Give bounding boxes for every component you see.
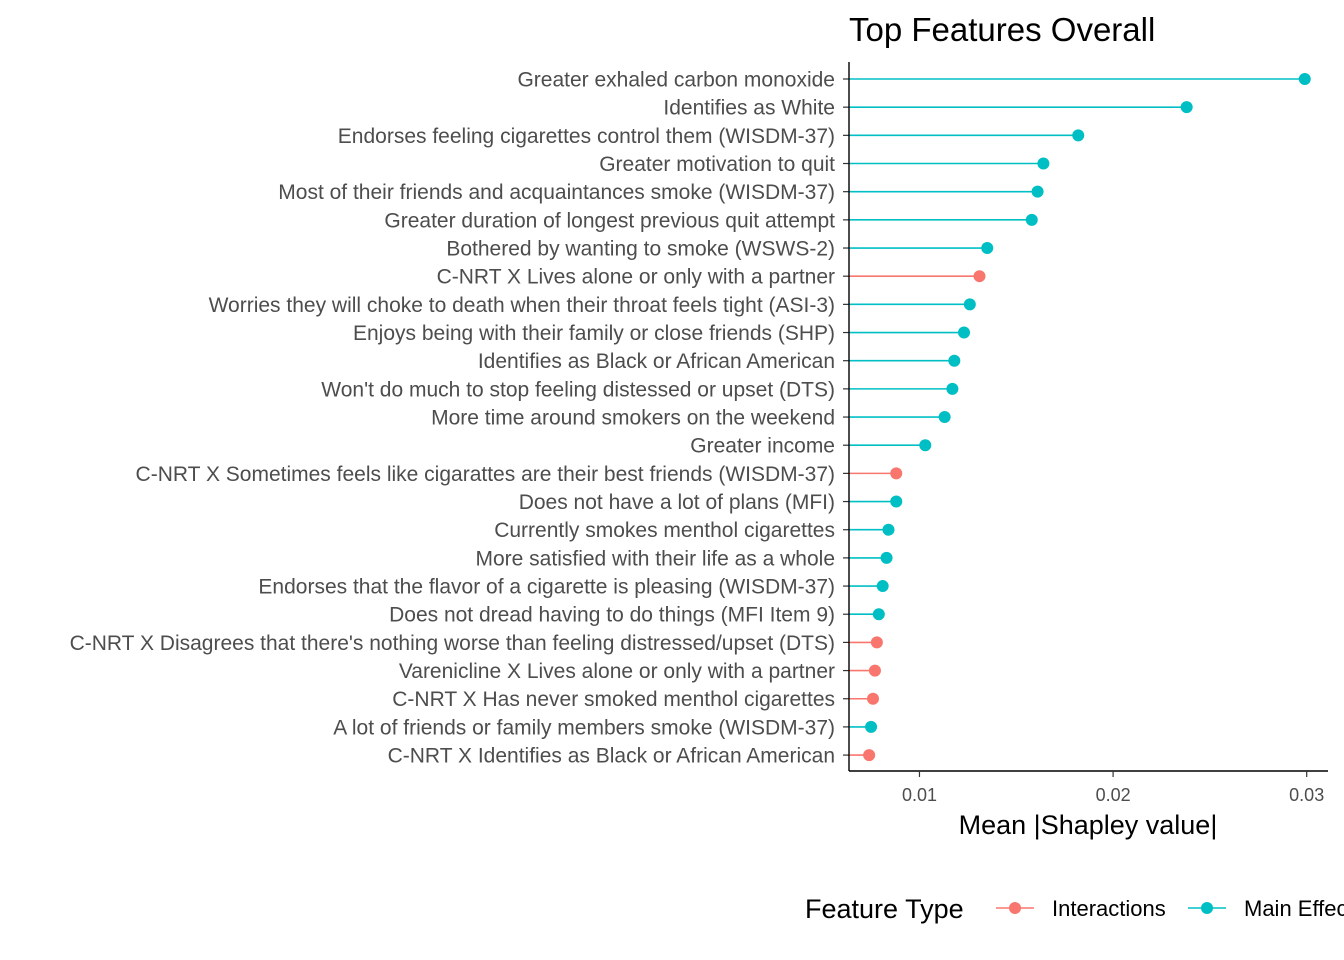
lollipop-point <box>876 580 889 593</box>
feature-row: Most of their friends and acquaintances … <box>278 181 1044 204</box>
lollipop-point <box>973 270 986 283</box>
legend-item: Main Effects <box>1188 896 1344 921</box>
feature-label: Does not have a lot of plans (MFI) <box>519 491 835 514</box>
feature-label: C-NRT X Lives alone or only with a partn… <box>437 266 835 289</box>
feature-row: C-NRT X Identifies as Black or African A… <box>388 745 876 768</box>
lollipop-point <box>867 692 880 705</box>
lollipop-point <box>890 495 903 508</box>
lollipop-point <box>1298 73 1311 85</box>
feature-label: Currently smokes menthol cigarettes <box>494 519 835 542</box>
feature-row: Greater income <box>690 435 932 458</box>
feature-row: Endorses feeling cigarettes control them… <box>338 125 1085 148</box>
feature-label: C-NRT X Has never smoked menthol cigaret… <box>392 688 835 711</box>
feature-row: Worries they will choke to death when th… <box>209 294 976 317</box>
feature-row: Currently smokes menthol cigarettes <box>494 519 895 542</box>
feature-row: Greater motivation to quit <box>599 153 1050 176</box>
lollipop-point <box>865 720 878 733</box>
lollipop-point <box>890 467 903 480</box>
feature-label: A lot of friends or family members smoke… <box>333 716 835 739</box>
feature-label: C-NRT X Identifies as Black or African A… <box>388 745 835 768</box>
legend-label: Interactions <box>1052 896 1166 921</box>
feature-label: Endorses feeling cigarettes control them… <box>338 125 835 148</box>
legend-key-point <box>1201 902 1213 914</box>
legend-item: Interactions <box>996 896 1166 921</box>
feature-row: More satisfied with their life as a whol… <box>476 547 893 570</box>
feature-row: C-NRT X Has never smoked menthol cigaret… <box>392 688 880 711</box>
feature-label: Identifies as Black or African American <box>478 350 835 373</box>
lollipop-point <box>938 411 951 424</box>
feature-label: More time around smokers on the weekend <box>431 407 835 430</box>
lollipop-point <box>1180 101 1193 114</box>
feature-label: Varenicline X Lives alone or only with a… <box>399 660 835 683</box>
feature-label: Greater income <box>690 435 835 458</box>
lollipop-point <box>1031 185 1044 198</box>
feature-label: Greater motivation to quit <box>599 153 835 176</box>
feature-row: A lot of friends or family members smoke… <box>333 716 878 739</box>
lollipop-point <box>1037 157 1050 170</box>
feature-row: Greater exhaled carbon monoxide <box>517 69 1311 92</box>
lollipop-point <box>963 298 976 311</box>
feature-row: C-NRT X Lives alone or only with a partn… <box>437 266 986 289</box>
feature-label: Most of their friends and acquaintances … <box>278 181 835 204</box>
feature-row: Does not have a lot of plans (MFI) <box>519 491 903 514</box>
feature-row: Endorses that the flavor of a cigarette … <box>258 576 889 599</box>
feature-row: C-NRT X Disagrees that there's nothing w… <box>70 632 883 655</box>
feature-label: Bothered by wanting to smoke (WSWS-2) <box>446 238 835 261</box>
feature-label: Won't do much to stop feeling distessed … <box>321 378 835 401</box>
lollipop-point <box>1072 129 1085 142</box>
legend-key-point <box>1009 902 1021 914</box>
feature-label: Endorses that the flavor of a cigarette … <box>258 576 835 599</box>
legend-title: Feature Type <box>805 894 964 924</box>
feature-row: More time around smokers on the weekend <box>431 407 951 430</box>
feature-label: Greater duration of longest previous qui… <box>384 209 835 232</box>
chart-title: Top Features Overall <box>849 11 1155 48</box>
lollipop-point <box>958 326 971 339</box>
feature-row: Bothered by wanting to smoke (WSWS-2) <box>446 238 994 261</box>
feature-row: Identifies as Black or African American <box>478 350 961 373</box>
legend-label: Main Effects <box>1244 896 1344 921</box>
feature-label: Identifies as White <box>663 97 835 120</box>
feature-label: Enjoys being with their family or close … <box>353 322 835 345</box>
lollipop-point <box>882 523 895 536</box>
feature-row: Identifies as White <box>663 97 1193 120</box>
lollipop-point <box>919 439 932 452</box>
x-axis-ticks: 0.01 0.02 0.03 <box>902 771 1324 805</box>
x-tick-label: 0.03 <box>1289 785 1324 805</box>
x-tick-label: 0.01 <box>902 785 937 805</box>
lollipop-point <box>863 749 876 762</box>
feature-label: C-NRT X Sometimes feels like cigarattes … <box>136 463 835 486</box>
lollipop-point <box>946 382 959 395</box>
x-axis-title: Mean |Shapley value| <box>959 810 1218 840</box>
x-tick-label: 0.02 <box>1096 785 1131 805</box>
feature-label: Worries they will choke to death when th… <box>209 294 835 317</box>
feature-row: Does not dread having to do things (MFI … <box>389 604 885 627</box>
feature-row: C-NRT X Sometimes feels like cigarattes … <box>136 463 903 486</box>
feature-row: Varenicline X Lives alone or only with a… <box>399 660 881 683</box>
feature-row: Enjoys being with their family or close … <box>353 322 971 345</box>
feature-row: Greater duration of longest previous qui… <box>384 209 1038 232</box>
feature-label: C-NRT X Disagrees that there's nothing w… <box>70 632 835 655</box>
lollipop-point <box>948 354 961 367</box>
plot-area: Greater exhaled carbon monoxide Identifie… <box>70 69 1311 768</box>
feature-label: Greater exhaled carbon monoxide <box>517 69 835 92</box>
feature-label: Does not dread having to do things (MFI … <box>389 604 835 627</box>
lollipop-point <box>981 242 994 255</box>
lollipop-point <box>1025 213 1038 226</box>
lollipop-point <box>880 551 893 564</box>
lollipop-point <box>870 636 883 649</box>
legend: Feature Type Interactions Main Effects <box>805 894 1344 924</box>
feature-row: Won't do much to stop feeling distessed … <box>321 378 959 401</box>
lollipop-point <box>868 664 881 677</box>
feature-label: More satisfied with their life as a whol… <box>476 547 836 570</box>
lollipop-point <box>872 608 885 621</box>
